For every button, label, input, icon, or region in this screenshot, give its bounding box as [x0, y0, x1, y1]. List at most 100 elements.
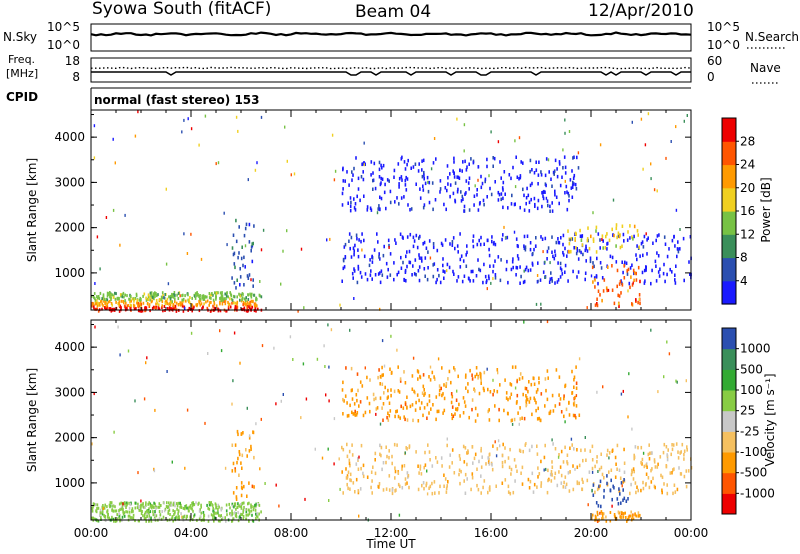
data-cell — [485, 462, 487, 466]
data-cell — [638, 293, 641, 297]
data-cell — [326, 238, 328, 242]
data-cell — [169, 301, 171, 305]
data-cell — [208, 503, 211, 507]
data-cell — [537, 406, 539, 411]
data-cell — [236, 278, 238, 282]
data-cell — [403, 464, 406, 468]
data-cell — [243, 283, 245, 287]
data-cell — [439, 190, 441, 194]
data-cell — [486, 287, 488, 291]
data-cell — [502, 180, 505, 185]
data-cell — [676, 487, 679, 492]
data-cell — [388, 455, 390, 460]
data-cell — [465, 191, 467, 195]
data-cell — [562, 485, 565, 489]
data-cell — [509, 491, 512, 496]
data-cell — [145, 361, 147, 365]
data-cell — [181, 294, 183, 298]
data-cell — [407, 474, 410, 478]
data-cell — [415, 233, 418, 238]
data-cell — [521, 416, 523, 420]
data-cell — [575, 365, 577, 369]
data-cell — [442, 411, 444, 415]
data-cell — [575, 246, 577, 250]
data-cell — [639, 513, 641, 517]
data-cell — [573, 173, 576, 178]
data-cell — [139, 302, 141, 306]
data-cell — [282, 393, 284, 396]
data-cell — [197, 502, 199, 506]
data-cell — [161, 306, 163, 309]
data-cell — [194, 294, 196, 298]
data-cell — [201, 294, 203, 298]
data-cell — [240, 256, 243, 261]
data-cell — [596, 256, 598, 261]
data-cell — [234, 469, 237, 473]
data-cell — [533, 482, 536, 487]
data-cell — [435, 157, 437, 161]
data-cell — [573, 378, 575, 382]
data-cell — [661, 475, 664, 479]
data-cell — [617, 502, 620, 506]
data-cell — [607, 288, 610, 292]
data-cell — [547, 376, 549, 380]
data-cell — [144, 510, 147, 514]
data-cell — [219, 309, 222, 313]
data-cell — [525, 394, 527, 398]
data-cell — [212, 514, 214, 518]
data-cell — [344, 394, 347, 398]
data-cell — [528, 448, 531, 453]
data-cell — [467, 450, 469, 455]
data-cell — [380, 269, 383, 273]
data-cell — [632, 517, 635, 521]
data-cell — [237, 456, 239, 461]
data-cell — [611, 255, 614, 260]
data-cell — [261, 344, 264, 348]
data-cell — [186, 514, 188, 518]
data-cell — [353, 297, 355, 300]
data-cell — [526, 234, 529, 238]
data-cell — [411, 273, 413, 277]
data-cell — [578, 357, 581, 361]
data-cell — [524, 245, 527, 249]
data-cell — [468, 176, 471, 180]
data-cell — [213, 516, 216, 520]
data-cell — [675, 379, 677, 383]
data-cell — [404, 183, 407, 187]
data-cell — [556, 167, 558, 171]
data-cell — [150, 516, 152, 520]
data-cell — [387, 411, 389, 415]
data-cell — [646, 252, 648, 256]
data-cell — [423, 465, 425, 470]
data-cell — [571, 169, 573, 173]
data-cell — [563, 155, 566, 159]
data-cell — [468, 415, 470, 420]
data-cell — [353, 249, 355, 253]
data-cell — [453, 175, 456, 179]
data-cell — [539, 418, 542, 423]
noise-left-tick-low: 10^0 — [47, 38, 80, 52]
data-cell — [462, 396, 465, 400]
data-cell — [576, 480, 579, 484]
data-cell — [250, 444, 252, 449]
data-cell — [422, 184, 424, 188]
data-cell — [139, 508, 142, 512]
data-cell — [345, 366, 347, 370]
data-cell — [683, 119, 685, 123]
data-cell — [440, 241, 443, 246]
data-cell — [362, 413, 365, 418]
data-cell — [108, 516, 110, 520]
data-cell — [177, 516, 179, 520]
data-cell — [122, 502, 124, 506]
data-cell — [458, 176, 461, 180]
data-cell — [257, 307, 259, 311]
colorbar-cell — [722, 211, 736, 235]
data-cell — [114, 519, 117, 523]
data-cell — [118, 514, 121, 518]
data-cell — [239, 514, 241, 518]
data-cell — [627, 289, 629, 293]
data-cell — [642, 253, 644, 258]
data-cell — [243, 505, 245, 509]
data-cell — [164, 293, 166, 296]
data-cell — [175, 301, 178, 305]
